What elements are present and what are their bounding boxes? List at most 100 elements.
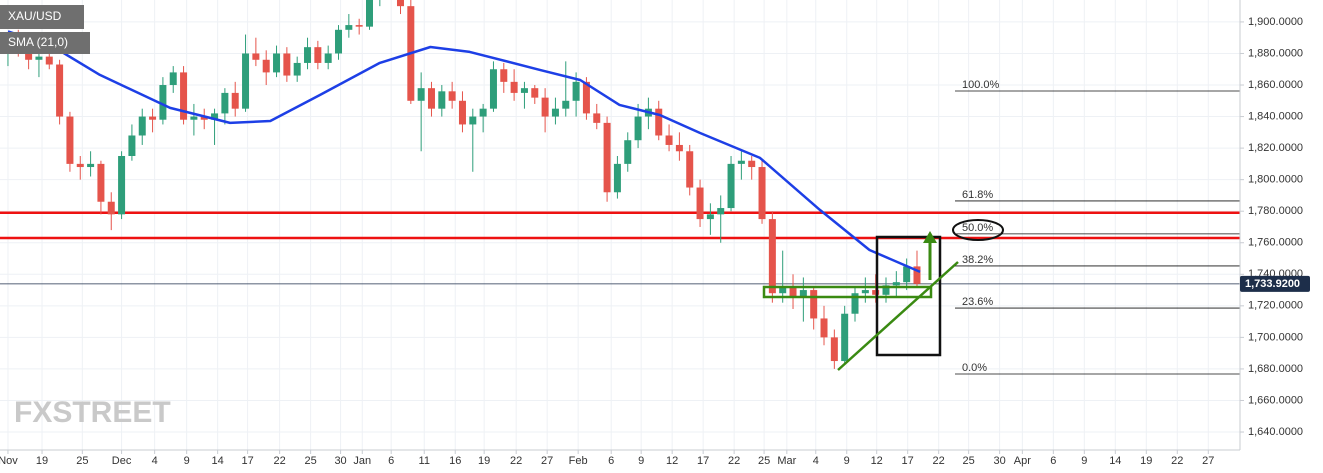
y-tick-label: 1,800.0000 — [1248, 174, 1303, 186]
candle-body — [169, 72, 177, 86]
highlight-ellipse — [952, 219, 1004, 241]
candle-body — [531, 88, 539, 98]
candle-body — [892, 282, 900, 286]
candle-body — [221, 92, 229, 114]
candle-body — [87, 163, 95, 168]
x-tick-label: 22 — [933, 455, 945, 467]
candle-body — [779, 286, 787, 294]
x-tick-label: 14 — [1109, 455, 1121, 467]
candle-body — [427, 88, 435, 109]
y-tick-label: 1,760.0000 — [1248, 237, 1303, 249]
candle-body — [613, 163, 621, 193]
candle-body — [665, 135, 673, 145]
candle-body — [489, 69, 497, 109]
y-tick-label: 1,680.0000 — [1248, 363, 1303, 375]
x-tick-label: 17 — [902, 455, 914, 467]
x-tick-label: 27 — [541, 455, 553, 467]
candle-body — [593, 113, 601, 123]
candle-body — [273, 53, 281, 73]
x-tick-label: Feb — [569, 455, 588, 467]
candle-body — [180, 72, 188, 120]
y-tick-label: 1,880.0000 — [1248, 47, 1303, 59]
x-tick-label: 4 — [813, 455, 819, 467]
candle-body — [262, 59, 270, 73]
x-tick-label: Mar — [777, 455, 796, 467]
fib-label: 61.8% — [962, 189, 993, 201]
candle-body — [56, 64, 64, 117]
fibonacci: 100.0% 61.8% 50.0% 38.2% 23.6% 0.0% — [955, 79, 1240, 375]
x-tick-label: 6 — [608, 455, 614, 467]
candle-body — [76, 163, 84, 168]
x-tick-label: 17 — [697, 455, 709, 467]
indicator-label: SMA (21,0) — [8, 35, 68, 49]
y-tick-label: 1,780.0000 — [1248, 205, 1303, 217]
x-tick-label: 11 — [419, 455, 430, 467]
candle-body — [913, 266, 921, 284]
candle-body — [510, 81, 518, 93]
fib-label: 50.0% — [962, 222, 993, 234]
candle-body — [335, 29, 343, 54]
candle-body — [727, 163, 735, 209]
candle-body — [706, 214, 714, 220]
x-tick-label: 9 — [844, 455, 850, 467]
candle-body — [417, 88, 425, 101]
candle-body — [118, 155, 126, 215]
candle-body — [903, 266, 911, 283]
x-tick-label: Apr — [1014, 455, 1031, 467]
last-price-box — [1240, 275, 1310, 292]
symbol-box — [0, 5, 84, 29]
candle-body — [458, 100, 466, 125]
candle-body — [799, 290, 807, 298]
y-tick-label: 1,900.0000 — [1248, 16, 1303, 28]
candle-body — [758, 167, 766, 220]
candle-body — [500, 69, 508, 82]
x-tick-label: 19 — [36, 455, 48, 467]
x-tick-label: 19 — [1140, 455, 1152, 467]
candle-body — [149, 116, 157, 120]
candle-body — [603, 122, 611, 193]
focus-box — [875, 235, 942, 357]
x-tick-label: 12 — [666, 455, 678, 467]
candle-body — [882, 285, 890, 295]
candle-body — [469, 116, 477, 125]
x-tick-label: Dec — [112, 455, 132, 467]
candle-body — [128, 135, 136, 156]
candle-body — [283, 53, 291, 76]
x-tick-label: 22 — [728, 455, 740, 467]
y-tick-label: 1,840.0000 — [1248, 110, 1303, 122]
candle-body — [686, 151, 694, 188]
candle-body — [324, 53, 332, 63]
y-tick-label: 1,660.0000 — [1248, 394, 1303, 406]
x-tick-label: 16 — [449, 455, 461, 467]
candle-body — [159, 85, 167, 120]
x-tick-label: 25 — [76, 455, 88, 467]
x-tick-label: 4 — [152, 455, 158, 467]
candle-body — [448, 91, 456, 101]
x-tick-label: 6 — [1050, 455, 1056, 467]
candle-body — [696, 187, 704, 220]
candle-body — [841, 313, 849, 362]
fib-label: 23.6% — [962, 296, 993, 308]
x-tick-label: 9 — [1081, 455, 1087, 467]
x-tick-label: 30 — [993, 455, 1005, 467]
candle-body — [211, 113, 219, 120]
x-tick-label: 12 — [871, 455, 883, 467]
x-tick-label: 22 — [274, 455, 286, 467]
x-tick-label: Jan — [353, 455, 371, 467]
sma-line — [7, 30, 921, 274]
sma — [7, 30, 921, 274]
candle-body — [789, 286, 797, 298]
fib-label: 38.2% — [962, 254, 993, 266]
candle-body — [861, 290, 869, 294]
candle-body — [768, 219, 776, 294]
candle-body — [314, 47, 322, 63]
candle-body — [355, 25, 363, 27]
candle-body — [304, 47, 312, 63]
candle-body — [107, 201, 115, 215]
candle-body — [872, 290, 880, 295]
candle-body — [572, 81, 580, 101]
candle-body — [655, 108, 663, 136]
x-tick-label: 14 — [212, 455, 224, 467]
